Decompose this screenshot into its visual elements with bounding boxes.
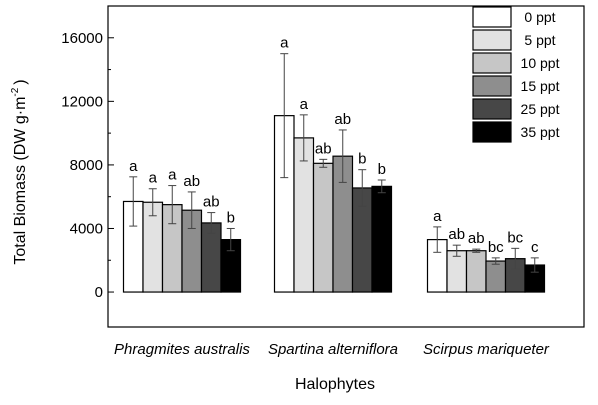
significance-label: ab — [334, 111, 351, 128]
bar — [465, 250, 487, 293]
significance-label: a — [300, 96, 309, 113]
y-tick-label: 8000 — [70, 157, 103, 174]
x-axis-title: Halophytes — [295, 376, 375, 393]
category-label: Scirpus mariqueter — [423, 341, 550, 358]
significance-label: ab — [203, 194, 220, 211]
y-tick-label: 12000 — [61, 93, 103, 110]
category-label: Spartina alterniflora — [268, 341, 398, 358]
significance-label: ab — [315, 140, 332, 157]
legend-label: 10 ppt — [521, 55, 560, 71]
y-axis-ticks: 0 4000 8000 12000 16000 — [61, 30, 114, 301]
bar — [312, 162, 334, 293]
legend-label: 35 ppt — [521, 124, 560, 140]
legend-swatch — [472, 6, 512, 28]
legend: 0 ppt 5 ppt 10 ppt 15 ppt 25 ppt 35 ppt — [472, 6, 560, 143]
significance-label: ab — [468, 230, 485, 247]
significance-label: ab — [448, 226, 465, 243]
significance-label: b — [378, 161, 386, 178]
plot-border — [107, 5, 585, 328]
legend-label: 0 ppt — [524, 9, 555, 25]
plot-frame — [107, 5, 585, 328]
y-axis-title-unit-exponent: -2 — [10, 87, 21, 96]
significance-label: a — [149, 170, 158, 187]
legend-label: 25 ppt — [521, 101, 560, 117]
y-tick-label: 4000 — [70, 220, 103, 237]
significance-label: b — [227, 209, 235, 226]
significance-label: bc — [488, 239, 504, 256]
legend-swatch — [472, 29, 512, 51]
significance-label: a — [433, 208, 442, 225]
category-label: Phragmites australis — [114, 341, 250, 358]
legend-label: 5 ppt — [524, 32, 555, 48]
y-tick-label: 0 — [95, 284, 103, 301]
bar — [371, 185, 393, 293]
significance-label: a — [129, 158, 138, 175]
y-tick-label: 16000 — [61, 30, 103, 47]
y-axis-title: Total Biomass (DW g·m-2) — [10, 79, 29, 264]
category-labels: Phragmites australis Spartina alterniflor… — [114, 341, 550, 358]
significance-label: b — [358, 151, 366, 168]
significance-label: c — [531, 239, 539, 256]
legend-swatch — [472, 75, 512, 97]
bar — [446, 250, 468, 293]
bar — [485, 260, 507, 293]
legend-swatch — [472, 52, 512, 74]
y-axis-title-main: Total Biomass (DW g·m — [12, 97, 29, 265]
legend-swatch — [472, 121, 512, 143]
legend-swatch — [472, 98, 512, 120]
significance-label: ab — [183, 173, 200, 190]
legend-label: 15 ppt — [521, 78, 560, 94]
y-axis-title-close: ) — [12, 79, 29, 84]
significance-label: bc — [507, 229, 523, 246]
significance-label: a — [280, 35, 289, 52]
significance-label: a — [168, 167, 177, 184]
